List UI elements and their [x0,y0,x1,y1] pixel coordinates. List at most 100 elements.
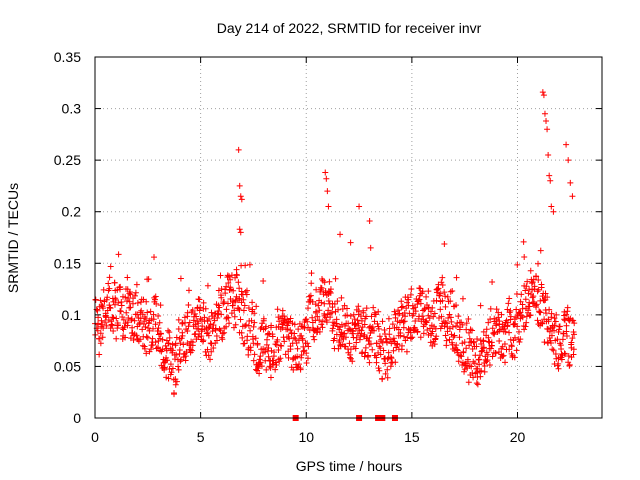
data-point [502,328,509,335]
data-point [327,314,334,321]
data-point [366,359,373,366]
y-tick-label: 0.1 [62,307,82,323]
data-point [237,229,244,236]
data-point [480,337,487,344]
data-point [507,313,514,320]
data-point [150,325,157,332]
data-point [457,352,464,359]
data-point [527,312,534,319]
data-point [425,288,432,295]
data-point [442,303,449,310]
data-point [276,358,283,365]
data-point [253,303,260,310]
data-point [224,300,231,307]
data-point [185,287,192,294]
data-point [226,320,233,327]
data-point [218,294,225,301]
data-point [263,341,270,348]
data-point [347,346,354,353]
data-point [238,329,245,336]
data-point [261,346,268,353]
data-point [453,302,460,309]
data-point [439,282,446,288]
data-point [442,332,449,339]
data-point [525,307,532,314]
data-point [241,302,248,309]
data-point [394,341,401,348]
data-point [490,330,497,337]
data-point [453,274,460,281]
data-point [533,273,540,280]
data-points [92,89,578,421]
data-point [329,325,336,332]
data-point [210,322,217,329]
data-point [251,319,258,326]
data-point [346,340,353,347]
data-point [493,322,500,329]
data-point [145,324,152,331]
data-point [155,344,162,351]
data-point [237,193,244,200]
data-point [446,311,453,318]
data-point [508,342,515,349]
data-point [143,333,150,340]
data-point [316,317,323,324]
data-point [314,325,321,332]
data-point [130,336,137,343]
data-point [219,330,226,337]
data-point [326,278,333,285]
data-point [514,323,521,330]
data-point [265,353,272,360]
data-point [238,196,245,203]
data-point [458,353,465,360]
data-point [477,373,484,380]
y-axis-label: SRMTID / TECUs [5,183,21,293]
data-point [329,304,336,311]
data-point [365,353,372,360]
data-point [351,321,358,328]
data-point [426,315,433,322]
data-point [299,337,306,344]
data-point [345,320,352,327]
data-point [476,356,483,363]
data-point [351,316,358,323]
data-point [334,298,341,305]
data-point [423,319,430,326]
data-point [500,352,507,359]
data-point [237,316,244,323]
data-point [423,293,430,300]
data-point [459,321,466,328]
data-point [235,146,242,153]
data-point [195,325,202,332]
data-point [268,322,275,329]
data-point [383,335,390,342]
data-point [409,334,416,341]
data-point [123,298,130,305]
data-point [333,320,340,327]
data-point [407,329,414,336]
data-point [373,354,380,361]
data-point [385,315,392,322]
plot-frame [94,56,603,419]
data-point [263,366,270,373]
data-point [407,335,414,342]
data-point [514,261,521,268]
data-point [398,304,405,311]
data-point [474,336,481,343]
data-point [245,304,252,311]
data-point [504,319,511,326]
data-point [109,314,116,321]
data-point [412,308,419,315]
data-point [545,318,552,325]
data-point [208,309,215,316]
data-point [225,280,232,287]
data-point [173,334,180,341]
data-point [559,336,566,343]
data-point [473,343,480,350]
data-point [108,321,115,328]
data-point [164,357,171,364]
data-point [149,342,156,349]
data-point [223,283,230,290]
data-point [373,359,380,366]
data-point [173,351,180,358]
